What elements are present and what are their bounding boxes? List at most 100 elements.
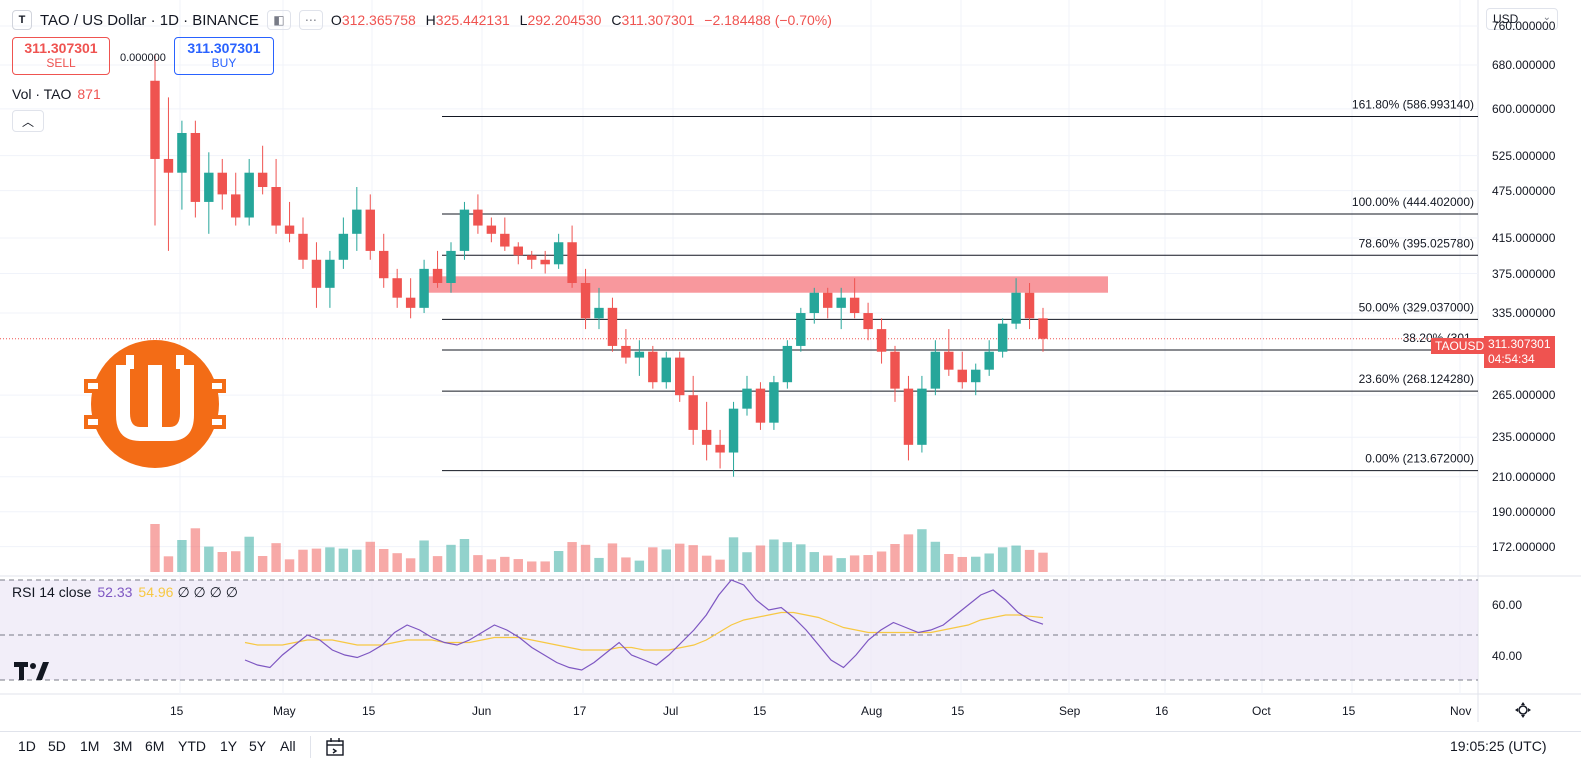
time-axis-label: 17 <box>573 704 587 718</box>
volume-bar <box>311 548 322 572</box>
volume-bar <box>580 544 591 572</box>
calendar-goto-date-icon[interactable] <box>325 737 345 757</box>
volume-bar <box>809 552 819 572</box>
time-axis-label: Jun <box>472 704 492 718</box>
candle-body <box>405 297 416 308</box>
candle-body <box>284 225 295 234</box>
candle-body <box>661 357 671 383</box>
candle-body <box>782 345 793 383</box>
rsi-value: 52.33 <box>97 584 133 600</box>
volume-bar <box>298 549 308 572</box>
price-axis-label: 190.000000 <box>1492 504 1556 519</box>
timeframe-button[interactable]: 6M <box>145 738 165 754</box>
timeframe-button[interactable]: 3M <box>113 738 133 754</box>
time-axis-label: 15 <box>1342 704 1356 718</box>
sell-button[interactable]: 311.307301 SELL <box>12 37 110 75</box>
timeframe-button[interactable]: All <box>280 738 296 754</box>
symbol-title[interactable]: TAO / US Dollar · 1D · BINANCE <box>40 11 259 29</box>
volume-bar <box>957 556 967 572</box>
volume-bar <box>284 559 295 572</box>
volume-bar <box>553 551 564 572</box>
candle-body <box>997 323 1008 352</box>
utc-clock[interactable]: 19:05:25 (UTC) <box>1450 738 1547 754</box>
fib-level-label: 161.80% (586.993140) <box>1352 97 1474 111</box>
volume-bar <box>594 557 604 572</box>
candle-body <box>621 345 631 358</box>
volume-bar <box>163 556 174 572</box>
price-axis-label: 600.000000 <box>1492 101 1556 116</box>
volume-bar <box>971 556 981 572</box>
collapse-indicators-button[interactable]: ︿ <box>12 110 44 132</box>
price-axis-label: 760.000000 <box>1492 18 1556 33</box>
buy-price: 311.307301 <box>187 40 261 56</box>
candle-body <box>930 351 941 389</box>
tradingview-logo-icon[interactable] <box>14 660 50 682</box>
candle-body <box>823 292 833 308</box>
volume-bar <box>446 544 456 572</box>
timeframe-button[interactable]: 1Y <box>220 738 238 754</box>
candle-body <box>325 259 335 288</box>
time-axis-label: 15 <box>170 704 184 718</box>
volume-bar <box>567 542 577 572</box>
volume-bar <box>930 541 941 572</box>
volume-legend[interactable]: Vol · TAO 871 <box>12 86 101 102</box>
volume-bar <box>459 539 470 572</box>
candle-body <box>419 268 429 308</box>
rsi-empty-values: ∅ ∅ ∅ ∅ <box>177 584 238 600</box>
volume-bar <box>796 544 806 572</box>
hide-legend-icon[interactable]: ◧ <box>266 10 291 30</box>
chevron-down-icon: ⌄ <box>1542 12 1551 23</box>
rsi-legend[interactable]: RSI 14 close 52.33 54.96 ∅ ∅ ∅ ∅ <box>12 584 238 601</box>
volume-label: Vol · TAO <box>12 86 72 102</box>
chevron-up-icon: ︿ <box>21 114 34 129</box>
time-axis-label: 15 <box>753 704 767 718</box>
time-axis-label: Sep <box>1059 704 1081 718</box>
price-axis-label: 335.000000 <box>1492 306 1556 321</box>
buy-button[interactable]: 311.307301 BUY <box>174 37 274 75</box>
timeframe-button[interactable]: 5D <box>48 738 66 754</box>
volume-bar <box>782 542 793 572</box>
volume-bar <box>701 555 712 572</box>
volume-bar <box>688 545 698 572</box>
candle-body <box>809 292 819 314</box>
timeframe-button[interactable]: 5Y <box>249 738 267 754</box>
candle-body <box>486 225 497 234</box>
candle-body <box>567 242 577 283</box>
candle-body <box>177 132 187 173</box>
candle-body <box>473 209 483 226</box>
currency-select[interactable]: USD ⌄ <box>1486 8 1558 30</box>
price-axis-label: 375.000000 <box>1492 266 1556 281</box>
volume-bar <box>876 551 887 572</box>
rsi-axis-label: 40.00 <box>1492 649 1523 663</box>
chart-canvas[interactable]: 161.80% (586.993140) 100.00% (444.402000)… <box>0 0 1581 731</box>
currency-label: USD <box>1493 12 1519 26</box>
rsi-label: RSI 14 close <box>12 584 92 600</box>
candle-body <box>365 209 375 251</box>
time-axis-label: Oct <box>1252 704 1271 718</box>
volume-bar <box>715 559 725 572</box>
time-axis-label: 16 <box>1155 704 1169 718</box>
timeframe-button[interactable]: YTD <box>178 738 206 754</box>
last-price-tag: 311.307301 04:54:34 <box>1484 336 1555 368</box>
rsi-ma-line <box>244 611 1044 651</box>
volume-bar <box>742 552 752 572</box>
volume-bar <box>190 528 201 572</box>
candle-body <box>338 233 349 260</box>
candle-body <box>244 172 254 218</box>
candle-body <box>890 351 900 389</box>
volume-bar <box>257 556 268 572</box>
candle-body <box>917 388 927 445</box>
price-axis-label: 525.000000 <box>1492 148 1556 163</box>
change-value: −2.184488 (−0.70%) <box>704 12 832 28</box>
volume-bar <box>634 560 645 572</box>
candle-body <box>715 444 725 453</box>
candle-body <box>553 242 564 265</box>
volume-bar <box>432 556 443 572</box>
candle-body <box>298 233 308 260</box>
time-axis-label: Aug <box>861 704 883 718</box>
more-options-icon[interactable]: ⋯ <box>298 10 323 30</box>
timeframe-button[interactable]: 1M <box>80 738 100 754</box>
timeframe-button[interactable]: 1D <box>18 738 36 754</box>
settings-icon[interactable] <box>1514 701 1532 719</box>
volume-bar <box>675 543 685 572</box>
